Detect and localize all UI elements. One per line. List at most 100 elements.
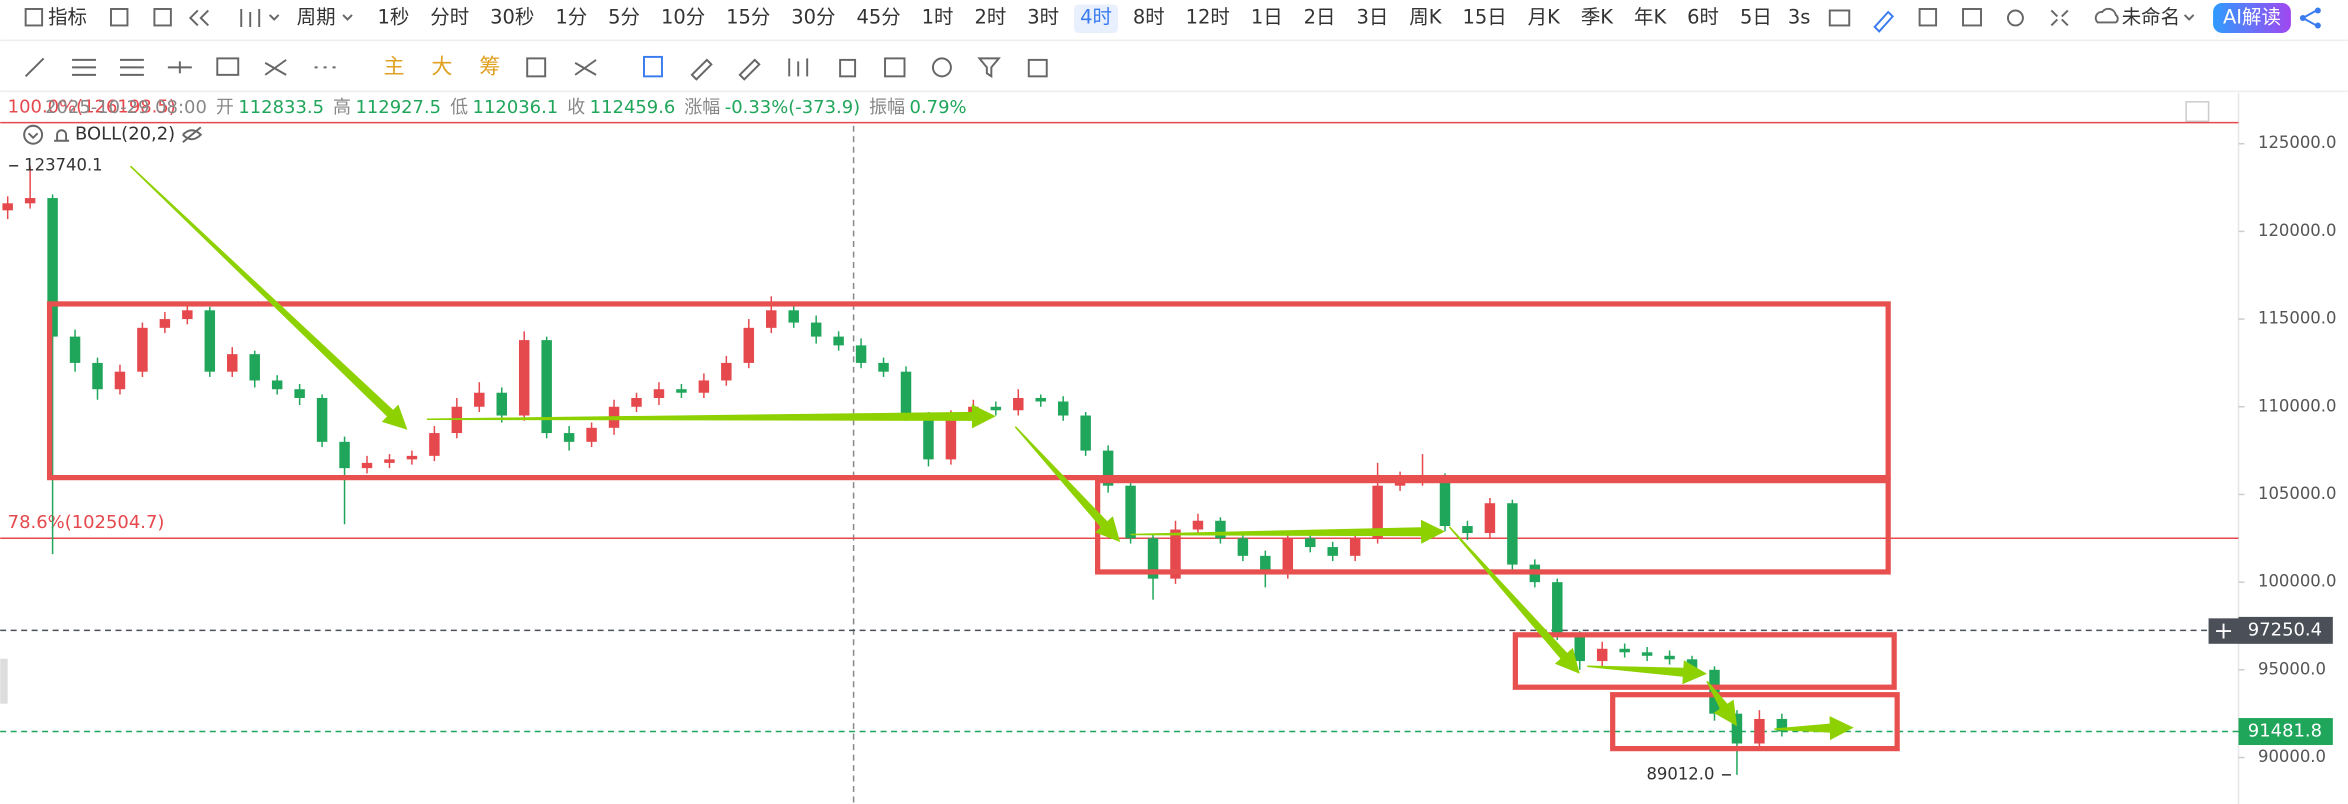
candle-body: [1013, 397, 1024, 411]
candle-body: [1035, 397, 1046, 402]
icon: [2314, 7, 2321, 14]
interval[interactable]: 1日: [1251, 5, 1283, 28]
collapse-icon[interactable]: [23, 124, 44, 145]
candle-body: [24, 198, 36, 204]
interval[interactable]: 30秒: [490, 5, 534, 28]
candle-body: [563, 433, 575, 442]
visibility-icon[interactable]: [182, 126, 203, 143]
icon[interactable]: [188, 9, 209, 27]
tool-icon[interactable]: [167, 61, 192, 74]
plot-area: 125000.0 120000.0 115000.0 110000.0 105000.0…: [0, 97, 2337, 783]
tool-icon[interactable]: [931, 57, 952, 78]
interval[interactable]: 3时: [1027, 5, 1059, 28]
indicator-button[interactable]: 指标: [48, 5, 87, 28]
candle-body: [339, 441, 350, 469]
y-tick-label: 115000.0: [2258, 309, 2337, 328]
interval[interactable]: 15日: [1462, 5, 1506, 28]
icon[interactable]: [1918, 8, 1938, 27]
icon[interactable]: [2006, 9, 2024, 27]
candle-body: [182, 310, 193, 320]
interval[interactable]: 1时: [922, 5, 954, 28]
datetime: 2025-10-29 08:00: [45, 97, 207, 118]
interval[interactable]: 2时: [974, 5, 1006, 28]
candle-body: [1507, 503, 1518, 565]
range-box: [1610, 692, 1900, 752]
indicator-label: BOLL(20,2): [75, 124, 175, 145]
tool-icon[interactable]: [884, 57, 906, 78]
trend-arrow: [1774, 716, 1854, 741]
candle-body: [1057, 401, 1069, 416]
interval[interactable]: 10分: [661, 5, 705, 28]
candle-body: [429, 433, 440, 456]
tool-icon[interactable]: [119, 58, 144, 76]
trend-arrow: [426, 404, 996, 429]
chart-mode[interactable]: 主: [383, 54, 404, 78]
side-handle[interactable]: [0, 658, 8, 704]
icon[interactable]: [153, 8, 172, 27]
candle-body: [69, 336, 81, 363]
tool-icon[interactable]: [526, 57, 547, 78]
interval[interactable]: 季K: [1581, 5, 1614, 28]
y-tick-label: 110000.0: [2258, 396, 2337, 415]
interval[interactable]: 3日: [1356, 5, 1388, 28]
interval[interactable]: 30分: [791, 5, 835, 28]
tool-icon[interactable]: [72, 58, 97, 76]
interval[interactable]: 2日: [1304, 5, 1336, 28]
tool-icon[interactable]: [264, 59, 287, 76]
interval[interactable]: 1分: [555, 5, 587, 28]
candle-body: [676, 389, 687, 393]
chart-type-icon[interactable]: [240, 8, 280, 27]
interval[interactable]: 8时: [1133, 5, 1165, 28]
interval[interactable]: 15分: [726, 5, 770, 28]
candle-body: [1305, 538, 1316, 548]
interval[interactable]: 分时: [430, 5, 469, 28]
price-tag: 91481.8: [2248, 721, 2322, 742]
chart-mode[interactable]: 大: [431, 54, 452, 78]
interval[interactable]: 年K: [1634, 5, 1667, 28]
layout-name[interactable]: 未命名: [2122, 5, 2180, 28]
y-tick-label: 120000.0: [2258, 221, 2337, 240]
icon: [2314, 22, 2321, 29]
ai-button[interactable]: AI解读: [2223, 5, 2281, 28]
tool-icon[interactable]: [216, 57, 240, 76]
icon[interactable]: [2050, 9, 2069, 27]
info-label: 收: [567, 97, 585, 118]
fullscreen-icon[interactable]: [2185, 101, 2210, 123]
interval[interactable]: 5分: [608, 5, 640, 28]
tool-icon[interactable]: [690, 58, 713, 81]
interval[interactable]: 12时: [1186, 5, 1230, 28]
tool-icon[interactable]: [738, 58, 761, 81]
tool-icon[interactable]: [24, 57, 45, 78]
tool-icon[interactable]: [643, 55, 663, 78]
candle-body: [159, 319, 171, 328]
icon[interactable]: [110, 8, 129, 27]
tool-icon[interactable]: [574, 59, 597, 76]
interval-active[interactable]: 4时: [1080, 5, 1112, 28]
interval[interactable]: 5日: [1740, 5, 1772, 28]
candle-body: [1619, 648, 1630, 653]
bell-icon[interactable]: [54, 129, 70, 142]
icon[interactable]: [1828, 9, 1851, 27]
fib-level-label: 78.6%(102504.7): [8, 512, 165, 533]
y-tick-label: 100000.0: [2258, 572, 2337, 591]
icon[interactable]: [1962, 8, 1982, 27]
chart-mode[interactable]: 筹: [479, 54, 500, 78]
icon[interactable]: [1873, 10, 1895, 33]
tool-icon[interactable]: [977, 57, 1001, 79]
ai-button-bg[interactable]: [2213, 2, 2291, 33]
interval[interactable]: 45分: [856, 5, 900, 28]
tool-icon[interactable]: [1027, 58, 1048, 78]
candle-body: [923, 415, 934, 460]
refresh-rate[interactable]: 3s: [1788, 5, 1811, 28]
interval[interactable]: 6时: [1687, 5, 1719, 28]
indicator-icon: [24, 8, 44, 27]
interval[interactable]: 周K: [1409, 5, 1442, 28]
candle-body: [1192, 520, 1204, 530]
tool-icon[interactable]: [788, 58, 809, 77]
period-button[interactable]: 周期: [297, 5, 336, 28]
interval[interactable]: 1秒: [377, 5, 409, 28]
interval[interactable]: 月K: [1528, 5, 1561, 28]
candle-body: [855, 345, 867, 363]
tool-icon[interactable]: [839, 58, 857, 78]
